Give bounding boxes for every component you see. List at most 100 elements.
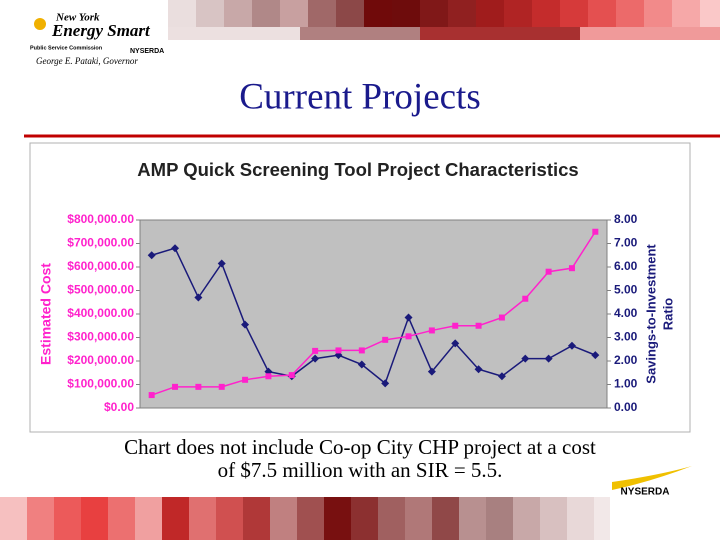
banner-square [513,497,540,540]
banner-square [108,497,135,540]
banner-square [560,0,588,27]
y-tick-label: $500,000.00 [67,283,134,297]
point [265,373,272,380]
banner-strip [580,27,720,40]
y2-tick-label: 2.00 [614,353,638,367]
logo-agency: NYSERDA [130,48,164,55]
banner-square [336,0,364,27]
y-tick-label: $600,000.00 [67,259,134,273]
banner-square [459,497,486,540]
point [288,372,295,379]
logo-governor: George E. Pataki, Governor [36,56,138,66]
banner-square [432,497,459,540]
banner-square [672,0,700,27]
point [172,383,179,390]
logo: New York Energy Smart Public Service Com… [24,10,166,68]
point [148,392,155,399]
point [405,333,412,340]
point [311,354,320,363]
y-tick-label: $700,000.00 [67,236,134,250]
point [194,293,203,302]
point [171,244,180,253]
point [381,379,390,388]
point [522,295,529,302]
banner-square [405,497,432,540]
banner-square [54,497,81,540]
y2-axis-label: Ratio [660,298,675,331]
point [312,347,319,354]
banner-square [280,0,308,27]
point [427,367,436,376]
banner-square [162,497,189,540]
logo-text: Energy Smart [51,21,151,40]
point [497,372,506,381]
banner-square [224,0,252,27]
banner-square [135,497,162,540]
banner-square [392,0,420,27]
y-axis-label: Estimated Cost [38,263,54,365]
banner-square [700,0,720,27]
y2-tick-label: 8.00 [614,212,638,226]
point [568,265,575,272]
point [452,322,459,329]
y-tick-label: $400,000.00 [67,306,134,320]
banner-strip [300,27,420,40]
series-line [151,247,596,385]
banner-square [378,497,405,540]
banner-square [644,0,672,27]
point [592,228,599,235]
banner-square [243,497,270,540]
banner-square [476,0,504,27]
point [521,354,530,363]
point [147,251,156,260]
point [567,341,576,350]
y2-tick-label: 7.00 [614,236,638,250]
bottom-banner [0,497,610,540]
y-tick-label: $200,000.00 [67,353,134,367]
y2-tick-label: 6.00 [614,259,638,273]
banner-strip [420,27,580,40]
banner-square [81,497,108,540]
banner-square [0,497,27,540]
point [474,365,483,374]
banner-square [594,497,610,540]
y2-tick-label: 0.00 [614,400,638,414]
point [591,351,600,360]
footnote: of $7.5 million with an SIR = 5.5. [218,458,503,482]
point [382,336,389,343]
banner-square [448,0,476,27]
banner-square [504,0,532,27]
y2-tick-label: 3.00 [614,330,638,344]
point [335,347,342,354]
y-tick-label: $100,000.00 [67,377,134,391]
logo-sun [34,18,46,30]
point [218,383,225,390]
y2-tick-label: 1.00 [614,377,638,391]
footer-swoosh [612,466,692,490]
banner-square [486,497,513,540]
banner-square [532,0,560,27]
banner-square [567,497,594,540]
y2-tick-label: 4.00 [614,306,638,320]
point [545,268,552,275]
point [242,376,249,383]
banner-square [364,0,392,27]
y-tick-label: $300,000.00 [67,330,134,344]
banner-square [588,0,616,27]
banner-square [27,497,54,540]
point [404,313,413,322]
logo-agency: Public Service Commission [30,45,103,51]
banner-square [297,497,324,540]
banner-square [351,497,378,540]
point [358,347,365,354]
slide-title: Current Projects [239,76,480,117]
banner-square [270,497,297,540]
y-tick-label: $800,000.00 [67,212,134,226]
banner-square [252,0,280,27]
logo-text: New York [55,12,100,24]
banner-square [324,497,351,540]
point [195,383,202,390]
point [475,322,482,329]
banner-square [540,497,567,540]
